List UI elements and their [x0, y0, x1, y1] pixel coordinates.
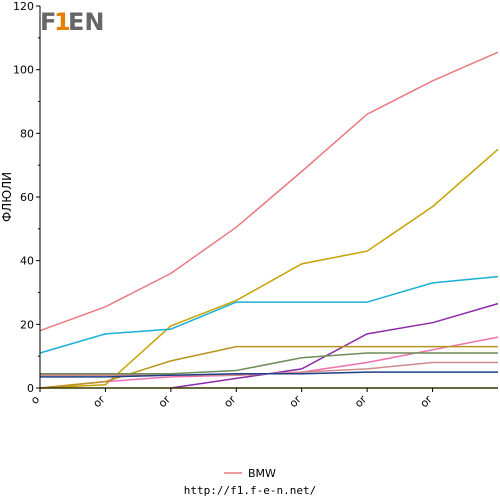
- y-axis-title: ФЛЮЛИ: [0, 172, 14, 222]
- series-line-8: [40, 371, 498, 378]
- f1-logo: F 1 EN: [40, 7, 104, 37]
- logo-one: 1: [54, 8, 71, 36]
- y-tick-label-4: 80: [20, 127, 34, 140]
- x-tick-label-1: or: [90, 393, 107, 410]
- logo-f: F: [40, 8, 57, 36]
- logo-en: EN: [68, 8, 105, 36]
- legend-label-0: BMW: [248, 467, 276, 480]
- y-tick-label-5: 100: [13, 64, 34, 77]
- x-tick-label-5: or: [352, 393, 369, 410]
- plot-lines: [39, 51, 499, 389]
- x-tick-label-0: o: [28, 393, 42, 407]
- x-tick-label-2: or: [156, 393, 173, 410]
- legend: BMW: [224, 467, 276, 480]
- series-line-3: [170, 302, 499, 389]
- y-tick-label-1: 20: [20, 318, 34, 331]
- series-line-1: [39, 148, 499, 389]
- footer-url[interactable]: http://f1.f-e-n.net/: [183, 484, 317, 497]
- y-tick-label-3: 60: [20, 191, 34, 204]
- y-tick-label-2: 40: [20, 255, 34, 268]
- series-line-6: [40, 352, 498, 375]
- y-tick-label-0: 0: [27, 382, 34, 395]
- y-tick-label-6: 120: [13, 0, 34, 13]
- series-line-0: [39, 51, 499, 332]
- x-tick-label-4: or: [287, 393, 304, 410]
- axes: 0 20 40 60 80 100 120 o or or or or or or ФЛЮЛИ: [0, 0, 498, 410]
- series-line-2: [39, 275, 499, 354]
- series-line-5: [39, 345, 498, 389]
- x-tick-label-3: or: [221, 393, 238, 410]
- x-tick-label-6: or: [418, 393, 435, 410]
